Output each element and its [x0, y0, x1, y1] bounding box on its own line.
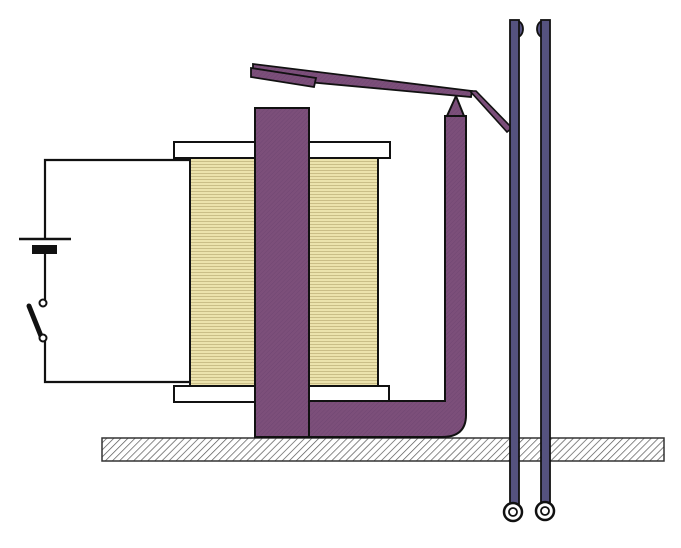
switch-icon	[26, 298, 48, 343]
spring-contact-left	[502, 19, 524, 523]
iron-core-icon	[254, 107, 310, 438]
armature-lever-icon	[250, 62, 514, 134]
base-plate-icon	[101, 437, 665, 462]
spring-contact-right	[534, 19, 556, 522]
battery-icon	[19, 237, 71, 254]
circuit-wires	[43, 158, 190, 384]
pivot-icon	[445, 93, 466, 117]
